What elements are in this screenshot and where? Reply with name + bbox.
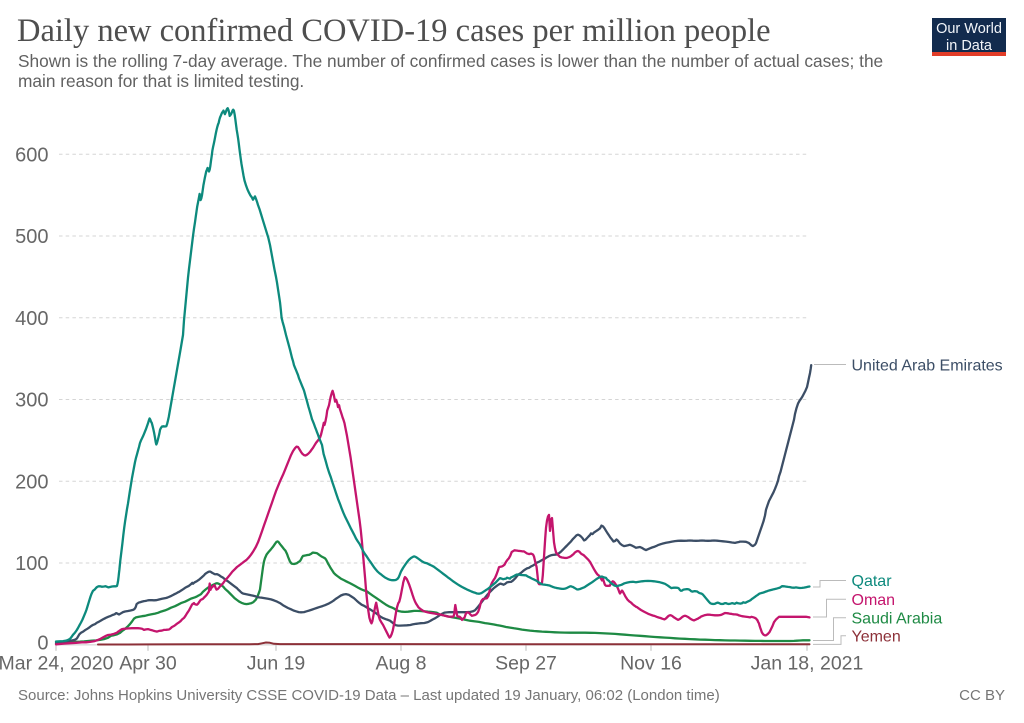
svg-text:Oman: Oman: [852, 592, 896, 609]
svg-text:400: 400: [15, 308, 48, 330]
svg-text:Jan 18, 2021: Jan 18, 2021: [751, 653, 864, 675]
svg-text:Aug 8: Aug 8: [376, 653, 427, 675]
svg-text:500: 500: [15, 226, 48, 248]
svg-text:Nov 16: Nov 16: [620, 653, 682, 675]
svg-text:Jun 19: Jun 19: [247, 653, 306, 675]
svg-text:Yemen: Yemen: [852, 628, 901, 645]
svg-text:Saudi Arabia: Saudi Arabia: [852, 610, 943, 627]
svg-text:300: 300: [15, 390, 48, 412]
svg-text:600: 600: [15, 144, 48, 166]
svg-text:0: 0: [37, 632, 48, 654]
svg-text:Qatar: Qatar: [852, 573, 893, 590]
svg-text:Sep 27: Sep 27: [495, 653, 557, 675]
svg-text:100: 100: [15, 553, 48, 575]
svg-text:Apr 30: Apr 30: [119, 653, 177, 675]
svg-text:200: 200: [15, 471, 48, 493]
svg-text:Mar 24, 2020: Mar 24, 2020: [0, 653, 114, 675]
svg-text:United Arab Emirates: United Arab Emirates: [852, 358, 1003, 375]
